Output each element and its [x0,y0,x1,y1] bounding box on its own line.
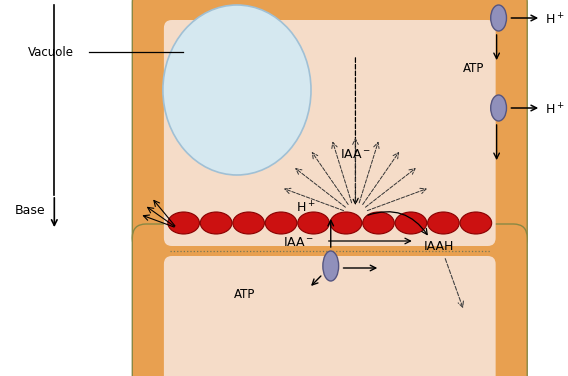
Ellipse shape [395,212,427,234]
Text: H$^+$: H$^+$ [545,102,565,118]
Ellipse shape [298,212,329,234]
Text: Vacuole: Vacuole [28,45,74,59]
Ellipse shape [201,212,232,234]
Ellipse shape [323,251,339,281]
FancyBboxPatch shape [164,20,496,246]
Ellipse shape [428,212,459,234]
Text: IAA$^-$: IAA$^-$ [283,235,314,249]
Text: H$^+$: H$^+$ [296,200,316,216]
FancyBboxPatch shape [132,224,527,376]
Ellipse shape [163,5,311,175]
Ellipse shape [460,212,492,234]
Text: ATP: ATP [463,62,485,74]
Ellipse shape [330,212,362,234]
Ellipse shape [265,212,297,234]
Text: H$^+$: H$^+$ [545,12,565,28]
Ellipse shape [168,212,199,234]
Text: Base: Base [15,203,45,217]
FancyBboxPatch shape [132,0,527,252]
Text: IAAH: IAAH [424,240,454,253]
Text: IAA$^-$: IAA$^-$ [340,149,371,162]
Ellipse shape [233,212,264,234]
Ellipse shape [491,5,507,31]
Ellipse shape [491,95,507,121]
Ellipse shape [363,212,394,234]
Text: ATP: ATP [234,288,256,300]
FancyBboxPatch shape [164,256,496,376]
